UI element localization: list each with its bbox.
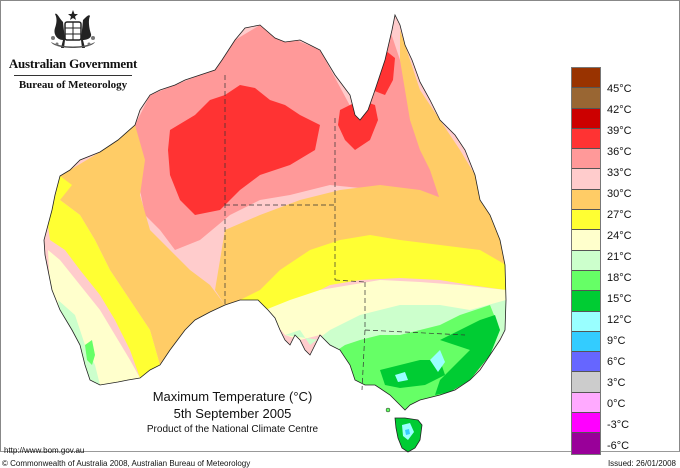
legend-band [572, 108, 600, 129]
legend-band [572, 68, 600, 89]
legend-band [572, 392, 600, 414]
legend-label: 27°C [607, 209, 632, 221]
legend-band [572, 270, 600, 292]
legend-label: 36°C [607, 146, 632, 158]
copyright-notice: © Commonwealth of Australia 2008, Austra… [2, 459, 251, 468]
bom-website-link[interactable]: http://www.bom.gov.au [4, 446, 85, 455]
legend-band [572, 311, 600, 332]
legend-band [572, 250, 600, 271]
agency-name: Bureau of Meteorology [18, 79, 128, 91]
legend-label: 3°C [607, 377, 626, 389]
legend-label: 42°C [607, 104, 632, 116]
map-title: Maximum Temperature (°C) [152, 389, 313, 404]
legend-label: 0°C [607, 398, 626, 410]
legend-label: 6°C [607, 356, 626, 368]
legend-label: 30°C [607, 188, 632, 200]
legend-label: -6°C [607, 440, 630, 452]
legend-band [572, 169, 600, 190]
legend-band [572, 372, 600, 393]
legend-label: 24°C [607, 230, 632, 242]
coat-of-arms-icon [51, 10, 95, 49]
legend-label: 33°C [607, 167, 632, 179]
legend-label: 18°C [607, 272, 632, 284]
temperature-legend [571, 67, 601, 455]
legend-label: 12°C [607, 314, 632, 326]
legend-band [572, 433, 600, 454]
issued-date: Issued: 26/01/2008 [607, 459, 676, 468]
legend-band [572, 352, 600, 373]
legend-label: 21°C [607, 251, 632, 263]
legend-band [572, 413, 600, 434]
legend-band [572, 88, 600, 109]
legend-band [572, 210, 600, 231]
legend-label: 15°C [607, 293, 632, 305]
legend-label: 45°C [607, 83, 632, 95]
legend-label: -3°C [607, 419, 630, 431]
map-date: 5th September 2005 [173, 406, 292, 421]
legend-band [572, 189, 600, 211]
legend-band [572, 149, 600, 170]
government-logo: Australian Government Bureau of Meteorol… [8, 8, 138, 98]
legend-label: 39°C [607, 125, 632, 137]
legend-band [572, 331, 600, 353]
legend-band [572, 230, 600, 251]
product-credit: Product of the National Climate Centre [146, 424, 319, 435]
legend-band [572, 128, 600, 150]
legend-band [572, 291, 600, 312]
government-name: Australian Government [8, 56, 138, 71]
logo-divider [14, 75, 132, 76]
legend-label: 9°C [607, 335, 626, 347]
